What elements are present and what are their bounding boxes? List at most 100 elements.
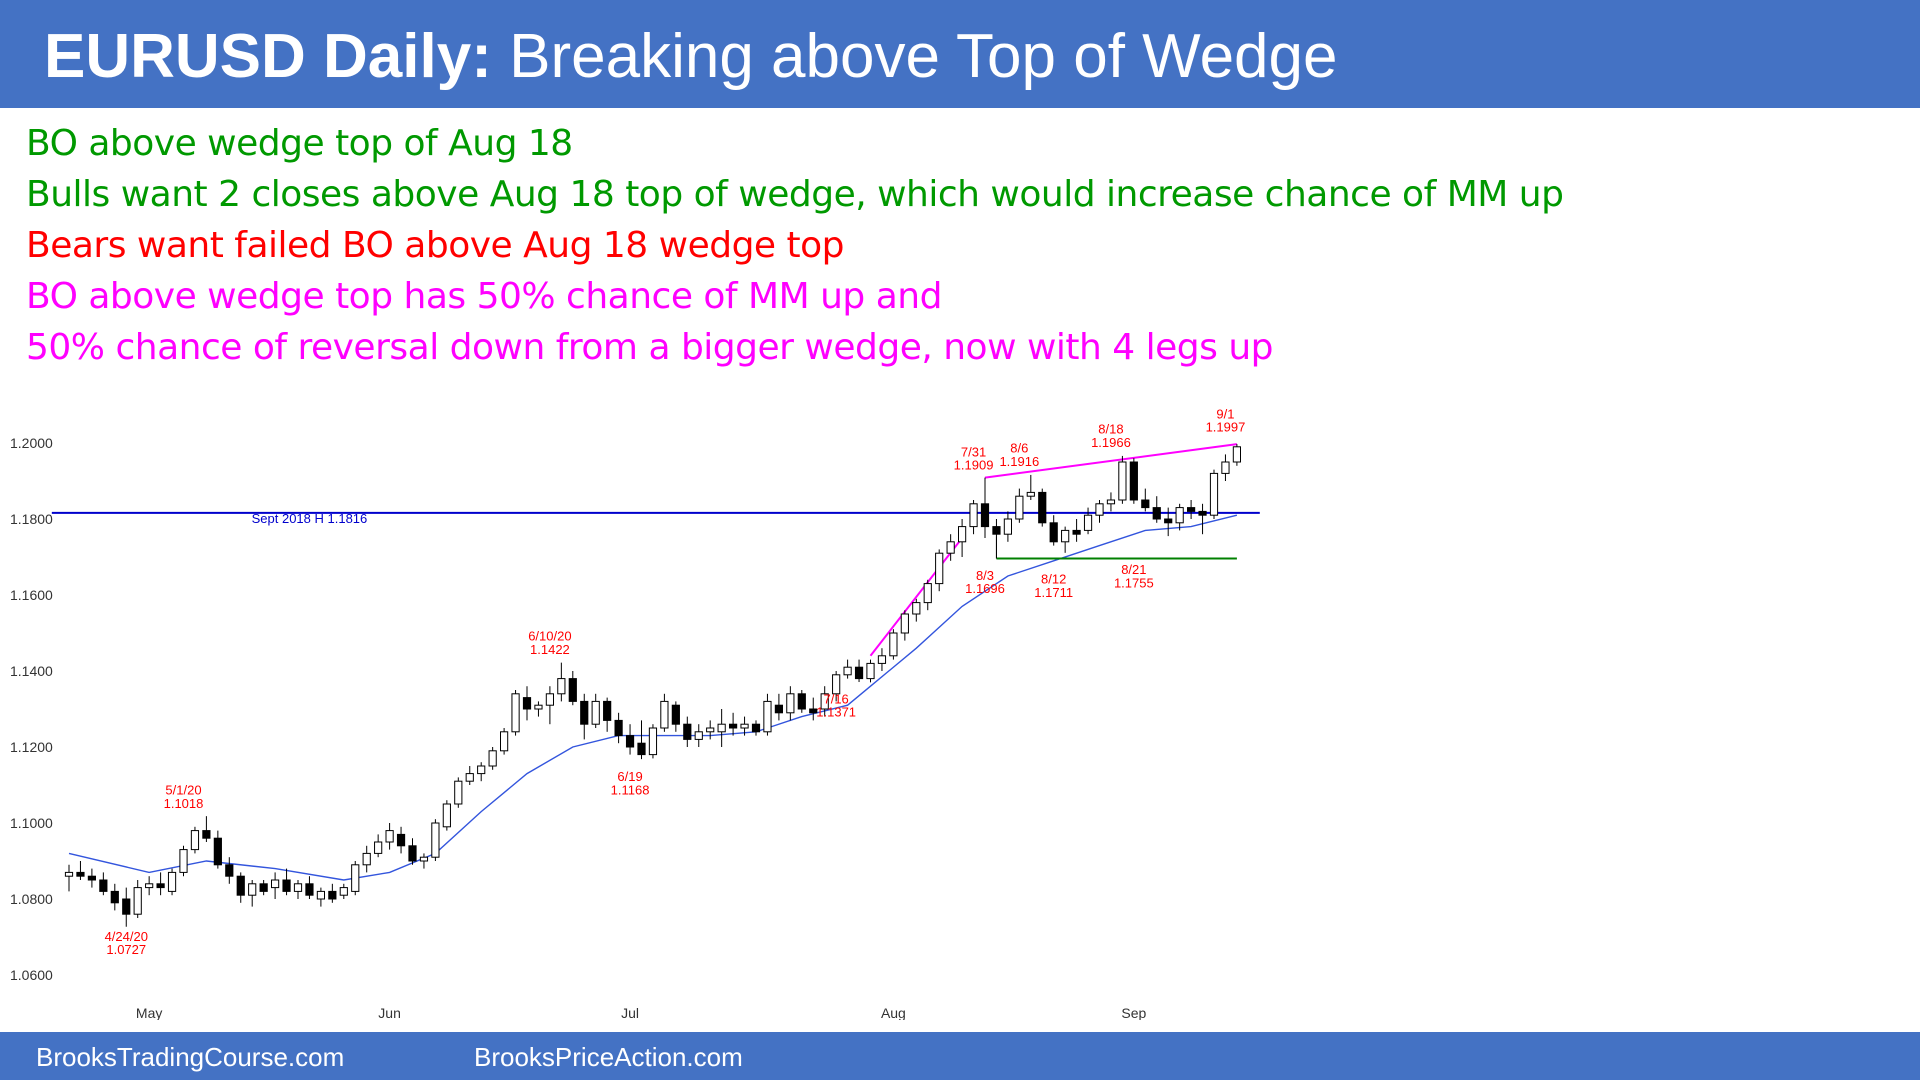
price-annotation: 1.1168 [611, 783, 650, 798]
candle-body [1221, 461, 1230, 474]
candle-body [854, 666, 864, 680]
price-annotation: 5/1/20 [165, 783, 201, 798]
candle [568, 671, 577, 706]
candle-body [488, 750, 497, 767]
candle [1106, 492, 1116, 512]
candle [774, 693, 783, 721]
candle [1164, 507, 1173, 537]
candle-body [1083, 514, 1093, 531]
candle [64, 864, 74, 892]
price-annotation: 1.1711 [1034, 585, 1073, 600]
candle [786, 686, 795, 721]
candle [87, 868, 97, 888]
candle-body [156, 883, 165, 889]
candle-body [946, 541, 955, 554]
candle-body [431, 822, 440, 858]
x-tick-label: May [136, 1005, 162, 1020]
candle-body [992, 526, 1001, 535]
candle [1209, 469, 1219, 519]
candle-body [958, 526, 967, 543]
candle-body [500, 731, 509, 752]
candle-body [1015, 495, 1024, 520]
candle [683, 716, 692, 747]
candle [248, 880, 257, 907]
price-annotation: 1.1755 [1114, 575, 1154, 590]
candle-body [694, 731, 703, 740]
candle-body [408, 845, 417, 862]
candle [614, 712, 623, 744]
candle-body [1106, 499, 1116, 505]
candle-body [225, 864, 234, 877]
candle-body [614, 719, 623, 737]
candle [259, 880, 268, 896]
price-annotation: 1.0727 [106, 942, 146, 957]
x-tick-label: Jul [621, 1005, 639, 1020]
candle-body [477, 765, 486, 775]
candle [1038, 488, 1047, 527]
candle [76, 861, 85, 880]
candle-body [751, 723, 761, 733]
price-annotation: 1.1997 [1206, 420, 1246, 435]
note-line-1: BO above wedge top of Aug 18 [26, 123, 573, 164]
candle-body [809, 708, 818, 714]
candle-body [557, 678, 566, 695]
candle [1095, 500, 1104, 523]
candle-body [454, 780, 463, 805]
candle [213, 830, 222, 869]
candle [488, 747, 497, 770]
candle [396, 826, 406, 854]
candle-body [660, 700, 669, 729]
candle-body [763, 700, 772, 733]
candle [648, 724, 658, 759]
candle-body [671, 704, 680, 725]
candle [236, 872, 245, 903]
x-tick-label: Sep [1121, 1005, 1146, 1020]
candle-body [1061, 529, 1070, 543]
y-tick-label: 1.0600 [10, 967, 53, 983]
candle-body [248, 883, 257, 896]
candle-body [877, 655, 887, 664]
candle-body [832, 674, 841, 695]
candle [156, 872, 165, 896]
footer-link-brooks-trading-course[interactable]: BrooksTradingCourse.com [36, 1042, 345, 1072]
candle [1061, 526, 1070, 553]
price-annotation: 1.1966 [1091, 435, 1131, 450]
candle [500, 728, 509, 755]
candle-body [442, 803, 451, 828]
candle [1083, 507, 1093, 535]
candle-body [1187, 507, 1196, 512]
candle-body [1003, 518, 1012, 535]
candle-body [305, 883, 314, 896]
candle-body [900, 613, 909, 634]
price-annotation: 1.1696 [965, 581, 1005, 596]
candle [832, 671, 841, 702]
price-annotation: 8/12 [1041, 572, 1066, 587]
candle [1232, 444, 1242, 466]
candle-body [99, 879, 108, 892]
candle-body [465, 773, 474, 782]
price-annotation: 1.1916 [999, 454, 1039, 469]
header-bar: EURUSD Daily: Breaking above Top of Wedg… [0, 0, 1920, 108]
candle [419, 853, 429, 869]
candle-body [293, 883, 303, 892]
eurusd-candlestick-chart: 1.0600 1.0800 1.1000 1.1200 1.1400 1.1600 1.18… [10, 406, 1260, 1020]
candle [167, 868, 177, 896]
footer-link-brooks-price-action[interactable]: BrooksPriceAction.com [474, 1042, 743, 1072]
candle [923, 579, 932, 611]
candle-body [1118, 461, 1127, 501]
candle [706, 720, 715, 740]
candle-body [923, 583, 932, 604]
candle [603, 697, 612, 732]
candle-body [1072, 529, 1081, 535]
price-annotation: 8/3 [976, 568, 994, 583]
moving-average-line [68, 514, 1238, 881]
x-tick-label: Jun [378, 1005, 401, 1020]
note-line-5: 50% chance of reversal down from a bigge… [26, 327, 1274, 368]
candle [1015, 488, 1024, 523]
candle-body [648, 727, 658, 756]
candle [900, 610, 909, 641]
candle [190, 826, 200, 854]
candle-body [76, 871, 85, 877]
candle-body [534, 704, 543, 710]
candle [889, 629, 898, 660]
